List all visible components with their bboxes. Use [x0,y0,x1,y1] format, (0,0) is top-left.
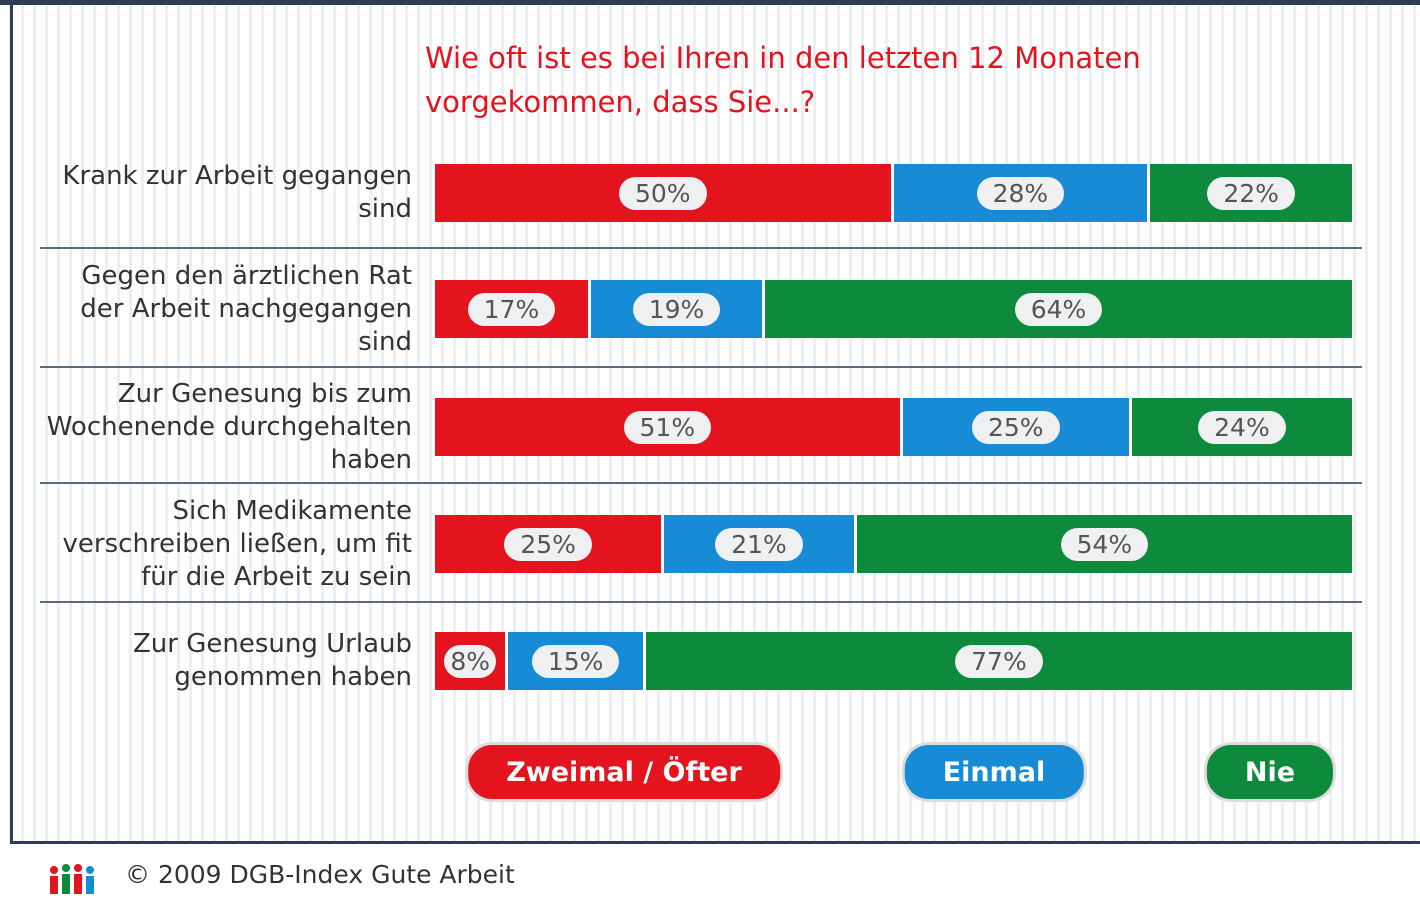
category-label: Sich Medikamente verschreiben ließen, um… [62,495,412,592]
bar-segment: 8% [435,632,509,690]
bar-segment: 15% [508,632,646,690]
value-label: 21% [715,527,803,561]
border [10,841,1420,844]
value-label: 28% [976,176,1065,210]
bar-segment: 51% [435,398,903,456]
copyright: © 2009 DGB-Index Gute Arbeit [125,860,515,889]
category-label: Gegen den ärztlichen Rat der Arbeit nach… [80,260,412,357]
value-label: 64% [1014,292,1103,326]
bar-segment: 50% [435,164,894,222]
bar-segment: 77% [645,632,1352,690]
separator [40,247,1362,249]
chart-title: Wie oft ist es bei Ihren in den letzten … [425,41,1141,119]
value-label: 17% [467,292,556,326]
bar-segment: 25% [435,515,665,573]
bar-segment: 24% [1131,398,1352,456]
bar-segment: 22% [1150,164,1352,222]
bar-segment: 64% [765,280,1352,338]
category-label: Zur Genesung Urlaub genommen haben [133,629,412,692]
separator [40,601,1362,603]
value-label: 51% [623,410,712,444]
legend-item: Nie [1203,742,1337,802]
separator [40,482,1362,484]
value-label: 77% [955,644,1043,678]
footer-background [0,844,1420,903]
separator [40,366,1362,368]
bar-segment: 17% [435,280,591,338]
value-label: 24% [1198,410,1286,444]
value-label: 22% [1207,176,1295,210]
legend-item: Zweimal / Öfter [465,742,783,802]
category-label: Zur Genesung bis zum Wochenende durchgeh… [46,378,412,475]
logo [50,864,94,894]
bar-segment: 25% [902,398,1132,456]
bar-segment: 19% [590,280,766,338]
border [0,0,1420,5]
value-label: 54% [1060,527,1149,561]
value-label: 8% [444,644,497,678]
border [10,0,13,843]
value-label: 15% [531,644,620,678]
value-label: 19% [632,292,721,326]
value-label: 25% [971,410,1060,444]
legend-item: Einmal [901,742,1087,802]
bar-segment: 28% [893,164,1151,222]
value-label: 50% [618,176,707,210]
value-label: 25% [504,527,592,561]
category-label: Krank zur Arbeit gegangen sind [62,161,412,224]
bar-segment: 21% [664,515,857,573]
bar-segment: 54% [856,515,1352,573]
